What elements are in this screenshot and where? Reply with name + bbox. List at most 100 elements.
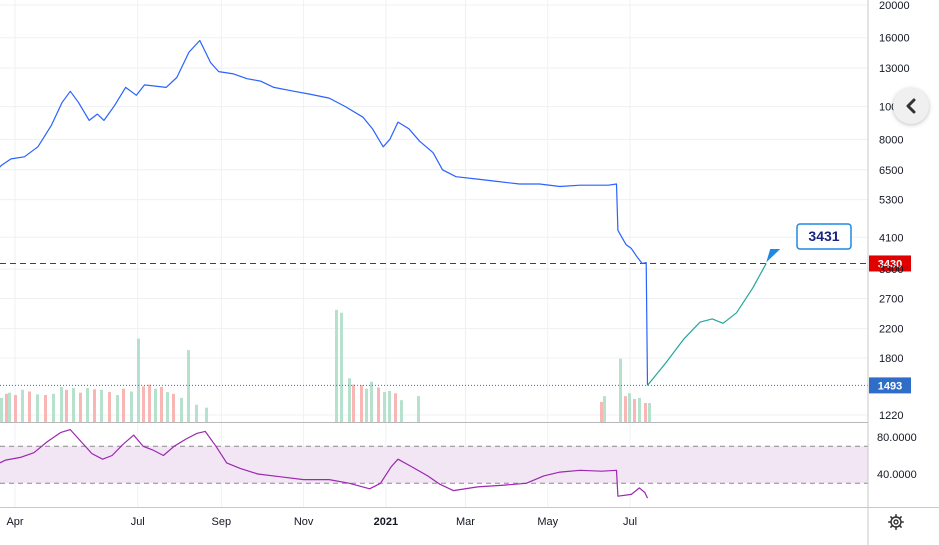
price-level-label: 1493 <box>869 377 911 394</box>
volume-bar <box>100 389 103 422</box>
y-tick-label: 1800 <box>879 353 903 365</box>
volume-bar <box>93 389 96 422</box>
annotation-box <box>796 223 852 250</box>
volume-bar <box>335 309 338 422</box>
volume-bar <box>116 394 119 422</box>
y-tick-label: 20000 <box>879 0 910 12</box>
price-line <box>0 39 649 386</box>
y-tick-label: 13000 <box>879 63 910 75</box>
volume-bar <box>8 392 11 422</box>
volume-bar <box>648 403 651 422</box>
volume-bar <box>79 392 82 422</box>
volume-bar <box>137 338 140 422</box>
volume-bar <box>5 393 8 422</box>
volume-bar <box>14 394 17 422</box>
volume-bar <box>180 397 183 422</box>
volume-bar <box>154 388 157 422</box>
annotation-label: 3431 <box>808 228 839 244</box>
volume-bar <box>166 392 169 422</box>
x-tick-label: May <box>537 516 558 528</box>
volume-bar <box>624 396 627 422</box>
volume-bar <box>628 393 631 422</box>
volume-bar <box>108 392 111 422</box>
oscillator-line <box>0 429 649 499</box>
volume-bar <box>417 396 420 422</box>
x-tick-label: Jul <box>623 516 637 528</box>
series-lines <box>0 39 767 499</box>
y-tick-label: 4100 <box>879 232 903 244</box>
volume-bar <box>187 350 190 422</box>
volume-bar <box>160 386 163 422</box>
volume-bar <box>21 389 24 422</box>
volume-bar <box>142 386 145 422</box>
volume-bar <box>388 390 391 422</box>
volume-bar <box>600 401 603 422</box>
y-tick-label: 1220 <box>879 410 903 422</box>
x-tick-label: Nov <box>294 516 314 528</box>
volume-bar <box>195 404 198 422</box>
volume-bar <box>383 392 386 422</box>
price-level-tag <box>869 377 911 394</box>
volume-bar <box>148 384 151 422</box>
volume-bar <box>72 388 75 422</box>
x-tick-label: Mar <box>456 516 475 528</box>
price-level-value: 1493 <box>878 380 902 392</box>
volume-bar <box>377 387 380 422</box>
grid-lines <box>0 0 868 507</box>
y-tick-label: 5300 <box>879 195 903 207</box>
y-tick-label: 8000 <box>879 134 903 146</box>
x-tick-label: Sep <box>212 516 232 528</box>
volume-bar <box>65 389 68 422</box>
y-tick-label: 6500 <box>879 165 903 177</box>
y-tick-label: 3300 <box>879 264 903 276</box>
price-level-value: 3430 <box>878 258 902 270</box>
volume-bar <box>638 397 641 422</box>
collapse-panel-button[interactable] <box>893 88 929 124</box>
volume-bar <box>352 384 355 422</box>
volume-bar <box>370 381 373 422</box>
projection-line <box>647 263 767 386</box>
y-tick-label: 16000 <box>879 33 910 45</box>
volume-bar <box>400 400 403 422</box>
volume-bar <box>172 393 175 422</box>
volume-bar <box>348 378 351 422</box>
volume-bar <box>86 388 89 422</box>
volume-bar <box>52 393 55 422</box>
volume-bar <box>205 407 208 422</box>
volume-bar <box>44 394 47 422</box>
price-level-tag <box>869 255 911 272</box>
y-tick-label: 2700 <box>879 294 903 306</box>
chevron-left-icon <box>906 98 916 114</box>
volume-bar <box>0 397 3 422</box>
volume-bar <box>28 391 31 422</box>
annotation-pointer <box>766 249 781 263</box>
volume-bar <box>619 358 622 422</box>
x-tick-label: Apr <box>6 516 23 528</box>
price-levels: 3430 1493 <box>0 255 911 394</box>
volume-bars <box>0 309 651 422</box>
oscillator-band-fill <box>0 446 868 484</box>
volume-bar <box>644 403 647 422</box>
chart-settings-button[interactable] <box>884 511 908 533</box>
volume-bar <box>603 396 606 422</box>
price-annotation: 3431 <box>766 223 852 263</box>
volume-bar <box>122 388 125 422</box>
volume-bar <box>340 312 343 422</box>
oscillator-band <box>0 445 868 484</box>
gear-icon <box>888 514 904 530</box>
volume-bar <box>365 388 368 422</box>
price-level-label: 3430 <box>869 255 911 272</box>
oscillator-tick-label: 40.0000 <box>877 469 917 481</box>
volume-bar <box>36 394 39 422</box>
oscillator-tick-label: 80.0000 <box>877 432 917 444</box>
volume-bar <box>360 385 363 422</box>
annotation-callout: 3431 <box>766 223 852 263</box>
x-tick-label: 2021 <box>374 516 398 528</box>
volume-bar <box>60 386 63 422</box>
volume-bar <box>633 399 636 422</box>
volume-bar <box>130 391 133 422</box>
volume-bar <box>394 393 397 422</box>
x-tick-label: Jul <box>131 516 145 528</box>
